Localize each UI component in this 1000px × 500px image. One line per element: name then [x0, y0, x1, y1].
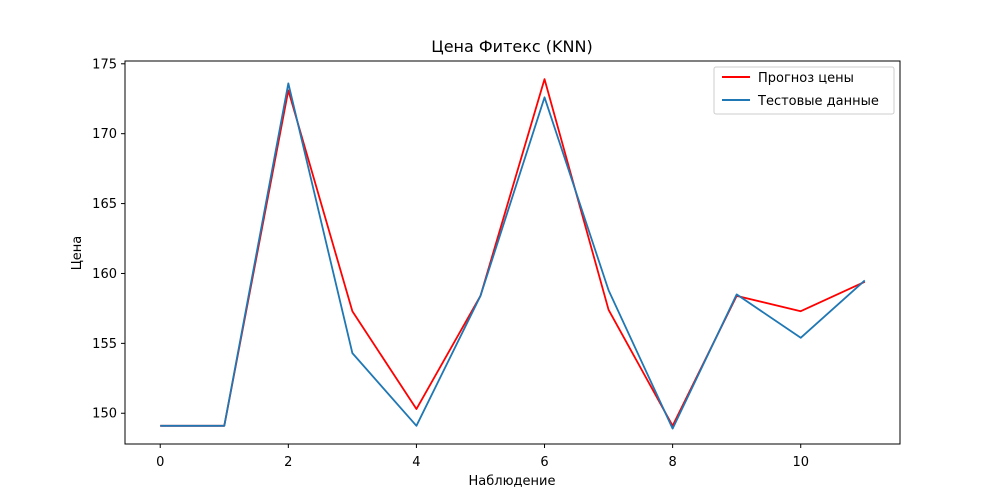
y-tick-label: 150: [92, 407, 117, 422]
legend-box: [713, 66, 895, 115]
x-axis-ticks: 0 2 4 6 8 10: [156, 444, 809, 470]
y-axis-label: Цена: [70, 236, 85, 271]
y-tick-label: 160: [92, 267, 117, 282]
y-tick-label: 155: [92, 337, 117, 352]
legend-label-forecast: Прогноз цены: [758, 71, 854, 86]
y-tick-label: 175: [92, 57, 117, 72]
chart-title: Цена Фитекс (KNN): [431, 37, 592, 56]
x-tick-label: 10: [792, 455, 809, 470]
x-tick-label: 8: [668, 455, 676, 470]
x-tick-label: 4: [412, 455, 420, 470]
x-tick-label: 6: [540, 455, 548, 470]
legend: Прогноз цены Тестовые данные: [713, 66, 895, 115]
plot-area-frame: [124, 60, 901, 445]
series-line-forecast: [160, 78, 866, 427]
x-axis-label: Наблюдение: [469, 474, 556, 489]
y-axis-ticks: 150 155 160 165 170 175: [92, 57, 125, 422]
x-tick-label: 0: [156, 455, 164, 470]
x-tick-label: 2: [284, 455, 292, 470]
series-layer: [160, 78, 866, 430]
series-line-test-data: [160, 82, 866, 430]
y-tick-label: 165: [92, 197, 117, 212]
y-tick-label: 170: [92, 127, 117, 142]
legend-label-test-data: Тестовые данные: [757, 94, 879, 109]
